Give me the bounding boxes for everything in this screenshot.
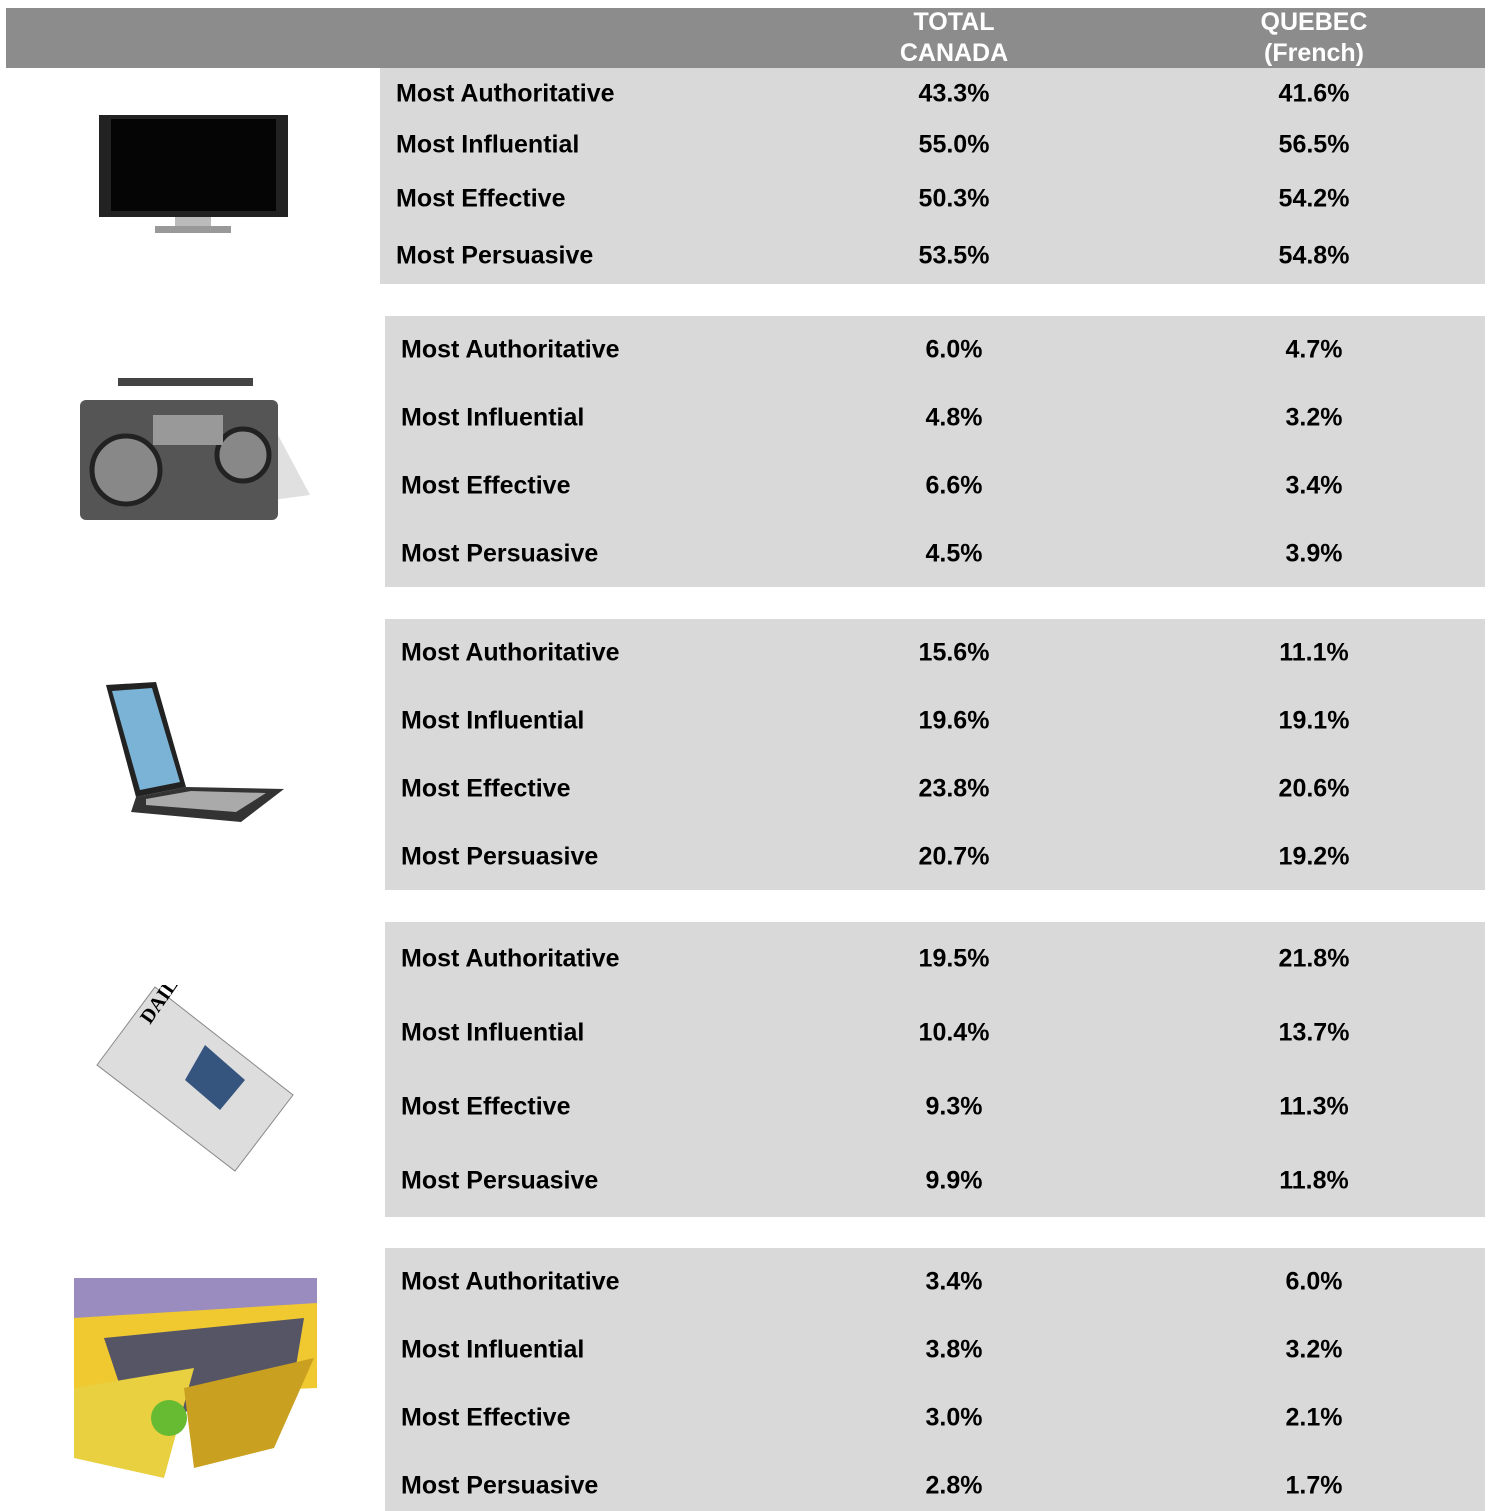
radio-icon [78,375,313,527]
quebec-value: 56.5% [1279,133,1350,158]
canada-value: 15.6% [919,641,990,666]
canada-value: 50.3% [919,187,990,212]
canada-value: 4.5% [926,542,983,567]
row-label: Most Authoritative [401,338,620,363]
canada-value: 3.0% [926,1406,983,1431]
quebec-value: 54.2% [1279,187,1350,212]
canada-value: 9.9% [926,1169,983,1194]
canada-value: 55.0% [919,133,990,158]
canada-value: 4.8% [926,406,983,431]
canada-value: 19.5% [919,947,990,972]
canada-value: 6.0% [926,338,983,363]
row-label: Most Effective [401,1406,570,1431]
canada-value: 20.7% [919,845,990,870]
quebec-value: 11.8% [1279,1169,1349,1194]
quebec-value: 3.4% [1286,474,1343,499]
quebec-value: 11.3% [1279,1095,1349,1120]
row-label: Most Authoritative [401,641,620,666]
quebec-value: 2.1% [1286,1406,1343,1431]
header-line: (French) [1261,38,1368,69]
canada-value: 3.4% [926,1270,983,1295]
quebec-value: 54.8% [1279,244,1350,269]
canada-value: 19.6% [919,709,990,734]
row-label: Most Authoritative [401,947,620,972]
tv-icon [95,110,295,240]
row-label: Most Influential [396,133,579,158]
row-label: Most Effective [401,1095,570,1120]
row-label: Most Persuasive [401,542,598,567]
row-label: Most Influential [401,709,584,734]
header-line: TOTAL [900,7,1008,38]
header-line: CANADA [900,38,1008,69]
quebec-value: 21.8% [1279,947,1350,972]
row-label: Most Authoritative [401,1270,620,1295]
column-header: QUEBEC(French) [1261,7,1368,69]
row-label: Most Influential [401,406,584,431]
canada-value: 9.3% [926,1095,983,1120]
magazines-icon [74,1278,317,1481]
row-label: Most Effective [396,187,565,212]
quebec-value: 3.2% [1286,406,1343,431]
header-line: QUEBEC [1261,7,1368,38]
canada-value: 2.8% [926,1474,983,1499]
row-label: Most Influential [401,1338,584,1363]
canada-value: 3.8% [926,1338,983,1363]
quebec-value: 4.7% [1286,338,1343,363]
page: DAILY NE TOTALCANADA QUEBEC(French) Most A… [0,0,1489,1511]
quebec-value: 3.9% [1286,542,1343,567]
quebec-value: 19.1% [1279,709,1350,734]
quebec-value: 3.2% [1286,1338,1343,1363]
canada-value: 23.8% [919,777,990,802]
row-label: Most Persuasive [401,1169,598,1194]
quebec-value: 13.7% [1279,1021,1350,1046]
quebec-value: 41.6% [1279,82,1350,107]
quebec-value: 1.7% [1286,1474,1343,1499]
canada-value: 6.6% [926,474,983,499]
canada-value: 43.3% [919,82,990,107]
canada-value: 10.4% [919,1021,990,1046]
row-label: Most Persuasive [401,1474,598,1499]
row-label: Most Influential [401,1021,584,1046]
quebec-value: 20.6% [1279,777,1350,802]
row-label: Most Persuasive [401,845,598,870]
row-label: Most Persuasive [396,244,593,269]
row-label: Most Effective [401,474,570,499]
newspaper-icon: DAILY NE [95,985,295,1173]
row-label: Most Authoritative [396,82,615,107]
row-label: Most Effective [401,777,570,802]
canada-value: 53.5% [919,244,990,269]
quebec-value: 11.1% [1279,641,1349,666]
laptop-icon [86,677,304,839]
quebec-value: 6.0% [1286,1270,1343,1295]
quebec-value: 19.2% [1279,845,1350,870]
